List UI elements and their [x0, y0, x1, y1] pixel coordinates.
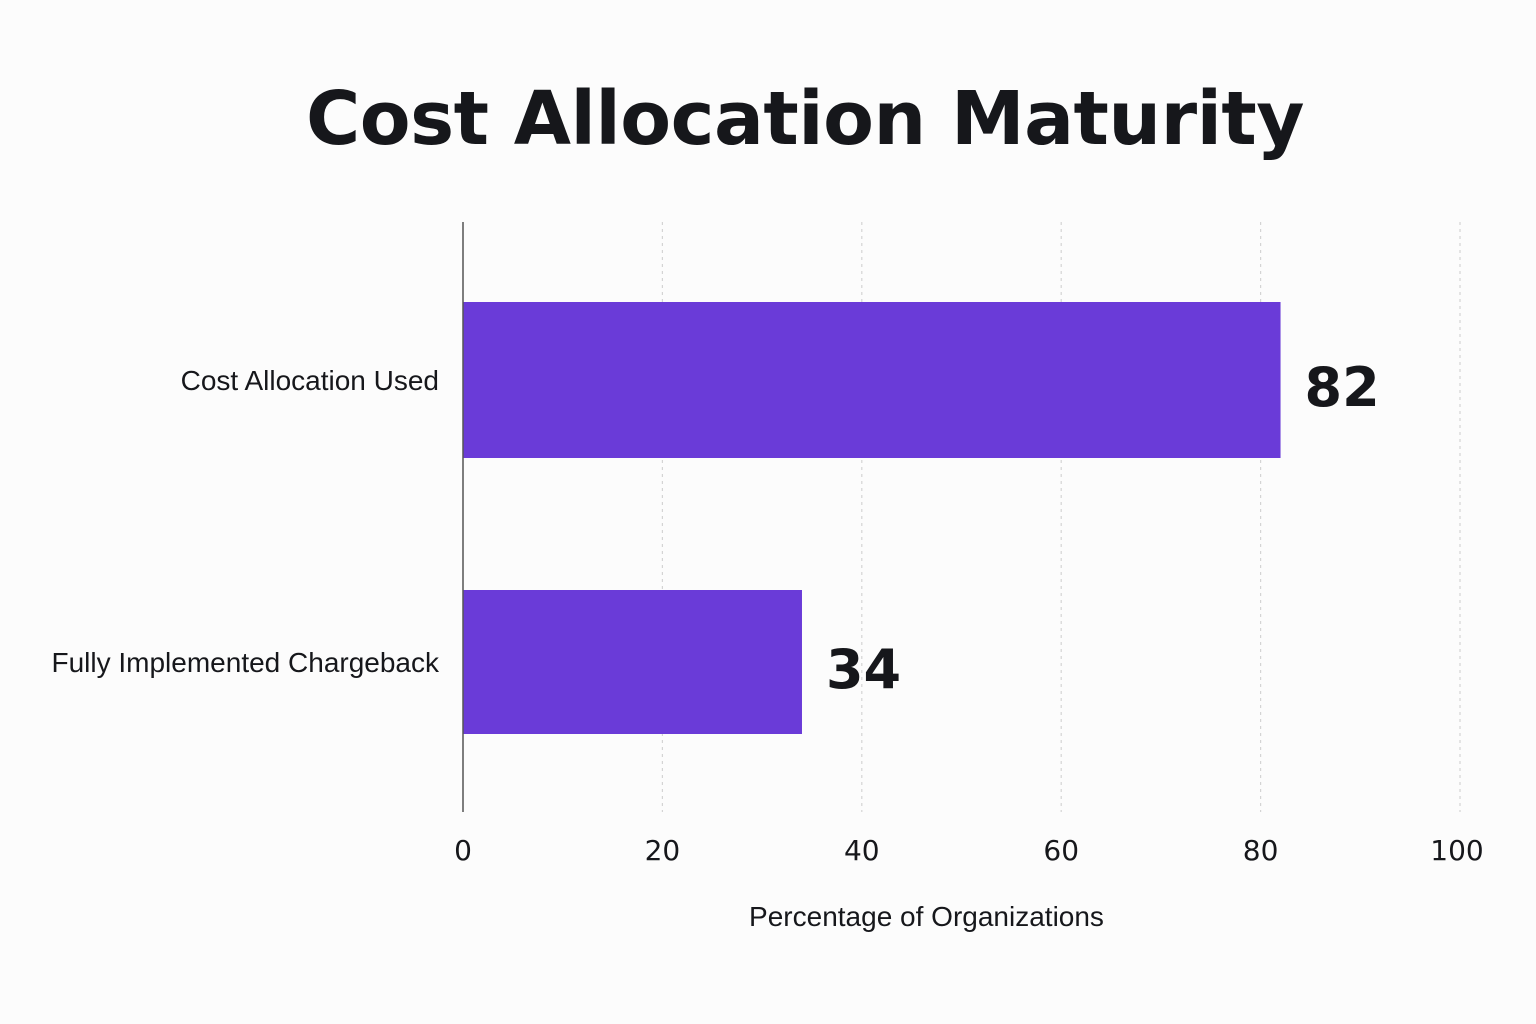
- x-axis-title: Percentage of Organizations: [749, 901, 1104, 932]
- x-tick-label: 80: [1243, 834, 1279, 867]
- value-label: 34: [826, 638, 901, 701]
- chart-title: Cost Allocation Maturity: [305, 76, 1305, 162]
- bar-2: [463, 590, 802, 734]
- value-labels: 82 34: [826, 356, 1380, 701]
- category-labels: Cost Allocation Used Fully Implemented Ch…: [51, 365, 440, 678]
- x-tick-label: 20: [645, 834, 681, 867]
- bars: [463, 302, 1281, 734]
- x-tick-label: 100: [1430, 834, 1483, 867]
- category-label: Fully Implemented Chargeback: [51, 647, 440, 678]
- value-label: 82: [1305, 356, 1380, 419]
- x-tick-labels: 0 20 40 60 80 100: [454, 834, 1484, 867]
- category-label: Cost Allocation Used: [181, 365, 439, 396]
- x-tick-label: 40: [844, 834, 880, 867]
- x-tick-label: 0: [454, 834, 472, 867]
- bar-1: [463, 302, 1281, 458]
- x-tick-label: 60: [1043, 834, 1079, 867]
